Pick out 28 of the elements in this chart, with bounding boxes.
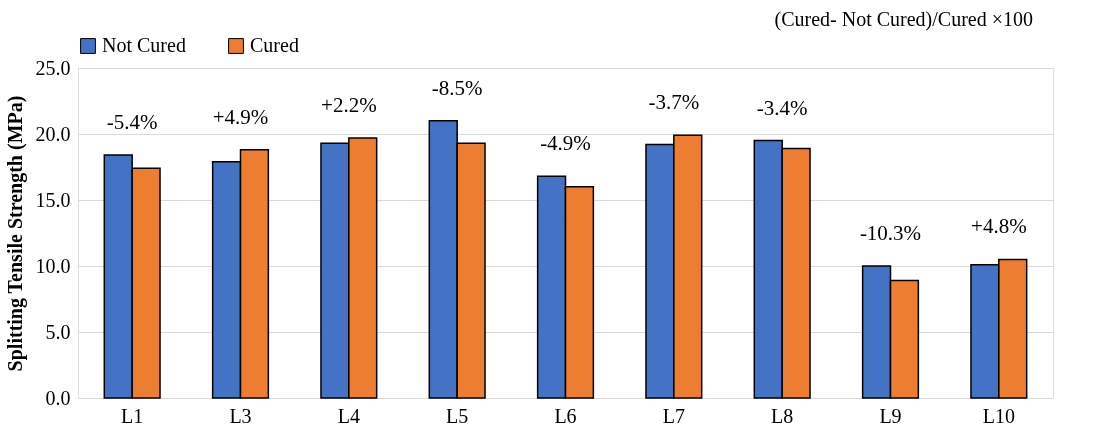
x-tick-label: L8: [771, 404, 794, 427]
annotation: +4.9%: [212, 104, 269, 129]
x-tick-label: L6: [554, 404, 577, 427]
text: (Cured- Not Cured)/Cured ×100: [774, 8, 1033, 31]
x-tick-label: L3: [229, 404, 252, 427]
y-tick-label: 10.0: [35, 254, 71, 277]
x-tick-label: L1: [121, 404, 144, 427]
annotation: -10.3%: [859, 221, 922, 245]
legend-label: Cured: [250, 34, 299, 56]
x-tick-label: L7: [662, 404, 685, 427]
y-tick-label: 15.0: [35, 188, 71, 211]
y-tick-label: 25.0: [35, 56, 71, 79]
x-tick-label: L5: [446, 404, 469, 427]
y-axis-title: Splitting Tensile Strength (MPa): [3, 95, 27, 372]
annotation: -8.5%: [431, 75, 483, 100]
annotation: -3.7%: [648, 90, 700, 115]
annotation: -5.4%: [106, 110, 158, 135]
legend-label: Not Cured: [102, 34, 186, 56]
y-tick-label: 0.0: [45, 386, 71, 409]
x-tick-label: L10: [982, 404, 1015, 427]
y-tick-label: 20.0: [35, 122, 71, 145]
y-tick-label: 5.0: [45, 320, 71, 343]
annotation: +4.8%: [971, 214, 1027, 239]
annotation: -4.9%: [540, 131, 591, 156]
annotation: +2.2%: [321, 92, 377, 117]
annotation: -3.4%: [756, 95, 808, 120]
x-tick-label: L4: [337, 404, 360, 427]
x-tick-label: L9: [879, 404, 902, 427]
